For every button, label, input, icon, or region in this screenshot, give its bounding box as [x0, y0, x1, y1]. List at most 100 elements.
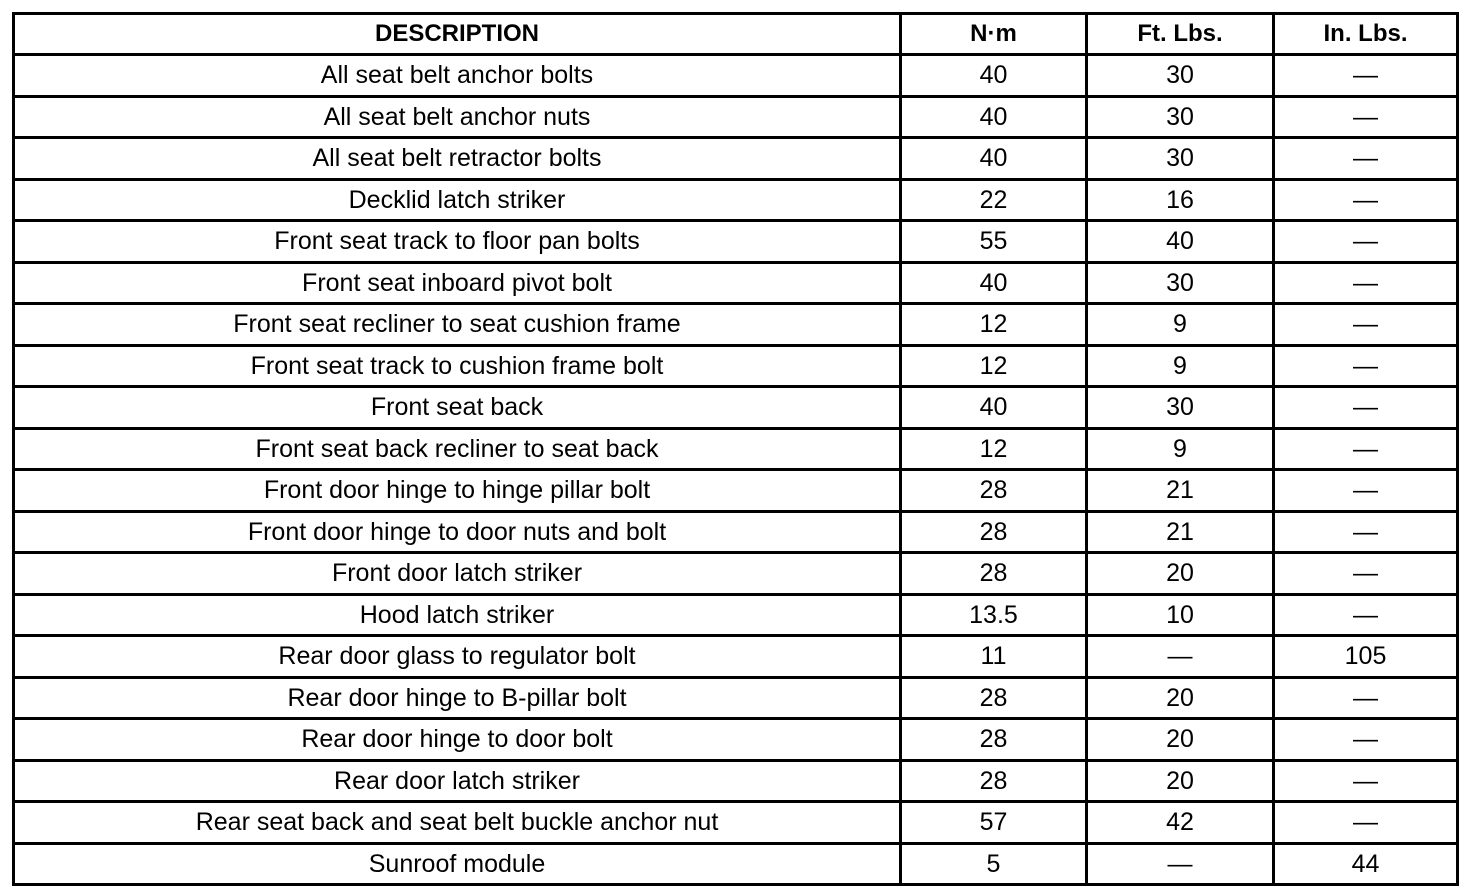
cell-in-lbs: — — [1272, 302, 1459, 347]
table-row: Front seat back recliner to seat back 12 9… — [12, 426, 1459, 471]
table-row: Rear door glass to regulator bolt 11—105 — [12, 634, 1459, 679]
table-row: Rear door hinge to door bolt 28 20— — [12, 717, 1459, 762]
cell-description: Front door hinge to door nuts and bolt — [12, 509, 902, 554]
cell-description: Rear door hinge to door bolt — [12, 717, 902, 762]
cell-ft-lbs: 30 — [1085, 260, 1275, 305]
table-row: Front seat recliner to seat cushion fram… — [12, 302, 1459, 347]
cell-nm: 28 — [899, 675, 1088, 720]
table-row: Front seat back 40 30— — [12, 385, 1459, 430]
cell-nm: 28 — [899, 551, 1088, 596]
cell-description: Front seat track to floor pan bolts — [12, 219, 902, 264]
cell-nm: 40 — [899, 136, 1088, 181]
cell-description: Sunroof module — [12, 841, 902, 886]
cell-ft-lbs: 40 — [1085, 219, 1275, 264]
cell-ft-lbs: 16 — [1085, 177, 1275, 222]
table-row: All seat belt anchor nuts 40 30— — [12, 94, 1459, 139]
cell-nm: 28 — [899, 717, 1088, 762]
header-description: DESCRIPTION — [12, 12, 902, 56]
cell-nm: 28 — [899, 758, 1088, 803]
cell-description: Front seat recliner to seat cushion fram… — [12, 302, 902, 347]
cell-in-lbs: — — [1272, 343, 1459, 388]
cell-in-lbs: — — [1272, 675, 1459, 720]
cell-description: Rear door latch striker — [12, 758, 902, 803]
cell-description: All seat belt anchor nuts — [12, 94, 902, 139]
table-row: Front seat track to floor pan bolts 55 40— — [12, 219, 1459, 264]
cell-in-lbs: — — [1272, 385, 1459, 430]
cell-in-lbs: — — [1272, 136, 1459, 181]
table-row: Sunroof module 5—44 — [12, 841, 1459, 886]
cell-in-lbs: — — [1272, 219, 1459, 264]
cell-ft-lbs: 9 — [1085, 426, 1275, 471]
header-nm: N·m — [899, 12, 1088, 56]
cell-description: Front door latch striker — [12, 551, 902, 596]
cell-description: Rear door hinge to B-pillar bolt — [12, 675, 902, 720]
cell-ft-lbs: 9 — [1085, 302, 1275, 347]
cell-ft-lbs: 20 — [1085, 758, 1275, 803]
table-row: Rear door latch striker 28 20— — [12, 758, 1459, 803]
cell-in-lbs: — — [1272, 468, 1459, 513]
table-body: All seat belt anchor bolts 40 30— All seat … — [12, 53, 1459, 886]
table-row: All seat belt anchor bolts 40 30— — [12, 53, 1459, 98]
cell-ft-lbs: 21 — [1085, 468, 1275, 513]
table-row: Hood latch striker 13.5 10— — [12, 592, 1459, 637]
table-row: Front seat inboard pivot bolt 40 30— — [12, 260, 1459, 305]
cell-in-lbs: — — [1272, 260, 1459, 305]
cell-nm: 28 — [899, 468, 1088, 513]
cell-description: Front door hinge to hinge pillar bolt — [12, 468, 902, 513]
cell-ft-lbs: 30 — [1085, 136, 1275, 181]
cell-ft-lbs: 30 — [1085, 53, 1275, 98]
cell-in-lbs: — — [1272, 509, 1459, 554]
table-row: Rear seat back and seat belt buckle anch… — [12, 800, 1459, 845]
cell-in-lbs: — — [1272, 94, 1459, 139]
header-row: DESCRIPTION N·m Ft. Lbs. In. Lbs. — [12, 12, 1459, 56]
cell-ft-lbs: 20 — [1085, 675, 1275, 720]
cell-nm: 12 — [899, 343, 1088, 388]
table-row: Decklid latch striker 22 16— — [12, 177, 1459, 222]
cell-description: Front seat inboard pivot bolt — [12, 260, 902, 305]
cell-description: Decklid latch striker — [12, 177, 902, 222]
cell-description: Front seat track to cushion frame bolt — [12, 343, 902, 388]
table-row: Front door hinge to door nuts and bolt 28… — [12, 509, 1459, 554]
cell-ft-lbs: 30 — [1085, 94, 1275, 139]
cell-nm: 55 — [899, 219, 1088, 264]
cell-description: Front seat back recliner to seat back — [12, 426, 902, 471]
cell-nm: 28 — [899, 509, 1088, 554]
cell-in-lbs: — — [1272, 800, 1459, 845]
cell-nm: 40 — [899, 53, 1088, 98]
torque-specifications-table: DESCRIPTION N·m Ft. Lbs. In. Lbs. All se… — [12, 12, 1459, 886]
cell-in-lbs: — — [1272, 53, 1459, 98]
cell-nm: 11 — [899, 634, 1088, 679]
cell-description: Rear seat back and seat belt buckle anch… — [12, 800, 902, 845]
cell-description: All seat belt retractor bolts — [12, 136, 902, 181]
cell-ft-lbs: 21 — [1085, 509, 1275, 554]
cell-ft-lbs: 9 — [1085, 343, 1275, 388]
table-row: Front door latch striker 28 20— — [12, 551, 1459, 596]
table-row: Front seat track to cushion frame bolt 12… — [12, 343, 1459, 388]
cell-ft-lbs: 20 — [1085, 717, 1275, 762]
cell-in-lbs: — — [1272, 177, 1459, 222]
cell-ft-lbs: — — [1085, 634, 1275, 679]
cell-in-lbs: — — [1272, 717, 1459, 762]
cell-nm: 13.5 — [899, 592, 1088, 637]
cell-in-lbs: — — [1272, 592, 1459, 637]
cell-nm: 22 — [899, 177, 1088, 222]
cell-nm: 40 — [899, 260, 1088, 305]
table-row: Rear door hinge to B-pillar bolt 28 20— — [12, 675, 1459, 720]
table-row: Front door hinge to hinge pillar bolt 28 2… — [12, 468, 1459, 513]
cell-nm: 5 — [899, 841, 1088, 886]
cell-description: Rear door glass to regulator bolt — [12, 634, 902, 679]
cell-nm: 40 — [899, 385, 1088, 430]
header-in-lbs: In. Lbs. — [1272, 12, 1459, 56]
cell-description: All seat belt anchor bolts — [12, 53, 902, 98]
cell-nm: 12 — [899, 426, 1088, 471]
cell-description: Front seat back — [12, 385, 902, 430]
header-ft-lbs: Ft. Lbs. — [1085, 12, 1275, 56]
cell-ft-lbs: 10 — [1085, 592, 1275, 637]
cell-in-lbs: 105 — [1272, 634, 1459, 679]
cell-ft-lbs: 30 — [1085, 385, 1275, 430]
cell-nm: 57 — [899, 800, 1088, 845]
table-row: All seat belt retractor bolts 40 30— — [12, 136, 1459, 181]
cell-in-lbs: — — [1272, 758, 1459, 803]
cell-in-lbs: 44 — [1272, 841, 1459, 886]
cell-nm: 12 — [899, 302, 1088, 347]
